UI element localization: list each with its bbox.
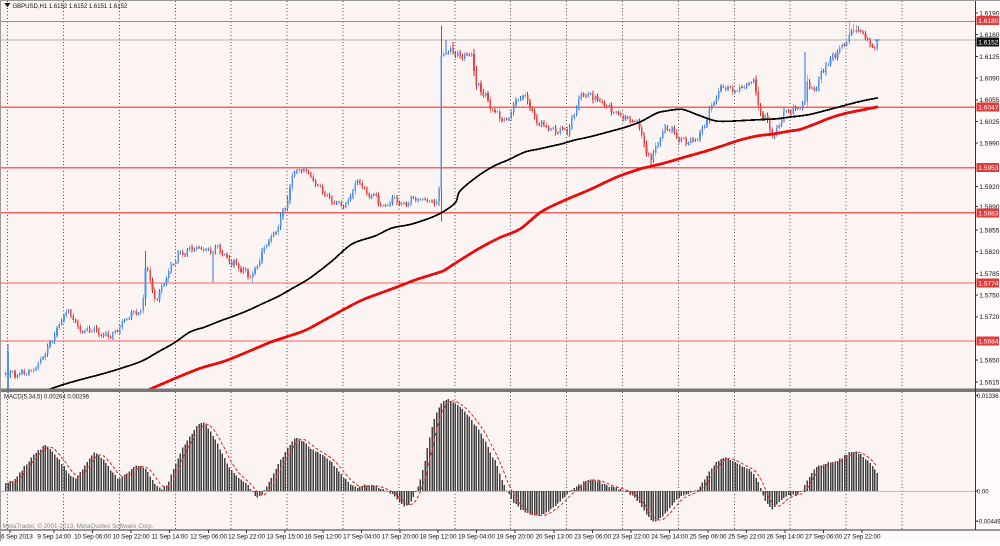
svg-text:1.5774: 1.5774 bbox=[978, 281, 999, 288]
svg-text:1.5820: 1.5820 bbox=[979, 249, 1000, 256]
svg-text:1.6125: 1.6125 bbox=[979, 54, 1000, 61]
svg-text:GBPUSD,H1 1.6152 1.6152 1.615: GBPUSD,H1 1.6152 1.6152 1.6151 1.6152 bbox=[13, 4, 128, 10]
svg-text:26 Sep 14:00: 26 Sep 14:00 bbox=[767, 534, 804, 541]
svg-text:1.6025: 1.6025 bbox=[979, 119, 1000, 126]
svg-text:10 Sep 06:00: 10 Sep 06:00 bbox=[74, 534, 111, 541]
svg-text:1.6055: 1.6055 bbox=[979, 97, 1000, 104]
svg-text:1.5855: 1.5855 bbox=[979, 227, 1000, 234]
svg-text:1.6047: 1.6047 bbox=[978, 105, 999, 112]
svg-text:27 Sep 06:00: 27 Sep 06:00 bbox=[805, 534, 842, 541]
svg-text:23 Sep 06:00: 23 Sep 06:00 bbox=[574, 534, 611, 541]
svg-text:1.6190: 1.6190 bbox=[979, 10, 1000, 17]
svg-text:1.5953: 1.5953 bbox=[978, 165, 999, 172]
svg-text:1.5615: 1.5615 bbox=[979, 379, 1000, 386]
svg-text:25 Sep 22:00: 25 Sep 22:00 bbox=[728, 534, 765, 541]
svg-text:11 Sep 14:00: 11 Sep 14:00 bbox=[151, 534, 188, 541]
svg-text:1.5785: 1.5785 bbox=[979, 271, 1000, 278]
svg-text:6 Sep 2013: 6 Sep 2013 bbox=[1, 534, 33, 541]
svg-text:25 Sep 06:00: 25 Sep 06:00 bbox=[690, 534, 727, 541]
svg-text:12 Sep 22:00: 12 Sep 22:00 bbox=[228, 534, 265, 541]
svg-text:24 Sep 14:00: 24 Sep 14:00 bbox=[651, 534, 688, 541]
svg-text:19 Sep 20:00: 19 Sep 20:00 bbox=[497, 534, 534, 541]
svg-text:1.5920: 1.5920 bbox=[979, 184, 1000, 191]
svg-text:1.5990: 1.5990 bbox=[979, 141, 1000, 148]
svg-text:9 Sep 14:00: 9 Sep 14:00 bbox=[37, 534, 71, 541]
svg-text:0.00: 0.00 bbox=[977, 489, 989, 495]
svg-text:13 Sep 15:00: 13 Sep 15:00 bbox=[267, 534, 304, 541]
svg-text:1.5684: 1.5684 bbox=[978, 339, 999, 346]
svg-text:-0.00449: -0.00449 bbox=[977, 520, 1000, 526]
svg-text:MetaTrader, © 2001-2013, MetaQ: MetaTrader, © 2001-2013, MetaQuotes Soft… bbox=[3, 523, 154, 530]
svg-text:1.5883: 1.5883 bbox=[978, 210, 999, 217]
svg-text:1.6090: 1.6090 bbox=[979, 76, 1000, 83]
svg-text:0.01336: 0.01336 bbox=[977, 394, 999, 400]
svg-text:10 Sep 22:00: 10 Sep 22:00 bbox=[113, 534, 150, 541]
svg-text:1.6180: 1.6180 bbox=[978, 18, 999, 25]
svg-text:12 Sep 06:00: 12 Sep 06:00 bbox=[190, 534, 227, 541]
svg-text:1.6160: 1.6160 bbox=[979, 32, 1000, 39]
svg-text:1.6152: 1.6152 bbox=[978, 40, 999, 47]
svg-text:1.5750: 1.5750 bbox=[979, 293, 1000, 300]
svg-text:MACD(5,34,5) 0.00264 0.00296: MACD(5,34,5) 0.00264 0.00296 bbox=[4, 395, 90, 401]
svg-text:1.5720: 1.5720 bbox=[979, 314, 1000, 321]
svg-text:1.5890: 1.5890 bbox=[979, 204, 1000, 211]
svg-text:19 Sep 04:00: 19 Sep 04:00 bbox=[458, 534, 495, 541]
svg-text:16 Sep 12:00: 16 Sep 12:00 bbox=[305, 534, 342, 541]
svg-text:27 Sep 22:00: 27 Sep 22:00 bbox=[844, 534, 881, 541]
svg-text:1.5650: 1.5650 bbox=[979, 358, 1000, 365]
svg-text:20 Sep 13:00: 20 Sep 13:00 bbox=[536, 534, 573, 541]
svg-text:18 Sep 12:00: 18 Sep 12:00 bbox=[420, 534, 457, 541]
svg-text:17 Sep 20:00: 17 Sep 20:00 bbox=[382, 534, 419, 541]
svg-text:23 Sep 22:00: 23 Sep 22:00 bbox=[613, 534, 650, 541]
svg-text:17 Sep 04:00: 17 Sep 04:00 bbox=[343, 534, 380, 541]
